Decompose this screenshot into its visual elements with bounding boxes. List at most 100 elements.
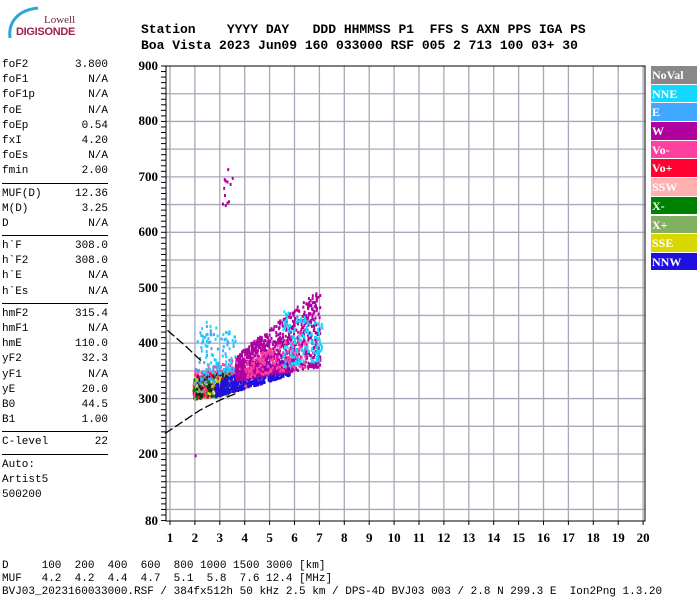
echo-point bbox=[303, 329, 306, 333]
param-name: hmF1 bbox=[2, 323, 29, 335]
echo-point bbox=[205, 355, 208, 359]
echo-point bbox=[231, 359, 234, 363]
y-tick-label: 800 bbox=[138, 113, 159, 129]
echo-point bbox=[249, 380, 252, 384]
echo-point bbox=[308, 301, 311, 305]
echo-point bbox=[259, 364, 262, 367]
echo-point bbox=[286, 355, 289, 359]
echo-point bbox=[279, 376, 282, 380]
param-row: hmE 110.0 bbox=[2, 337, 108, 352]
echo-point bbox=[223, 373, 225, 377]
echo-point bbox=[229, 182, 232, 186]
echo-point bbox=[305, 352, 308, 356]
echo-point bbox=[230, 356, 233, 360]
param-row: foF2 3.800 bbox=[2, 58, 108, 73]
echo-point bbox=[226, 201, 229, 205]
echo-point bbox=[207, 372, 210, 376]
echo-point bbox=[301, 363, 304, 367]
echo-point bbox=[290, 342, 292, 346]
echo-point bbox=[291, 342, 294, 346]
echo-point bbox=[308, 320, 311, 324]
echo-point bbox=[312, 318, 315, 322]
echo-point bbox=[224, 388, 227, 392]
param-value: N/A bbox=[88, 217, 108, 230]
echo-point bbox=[305, 356, 308, 360]
echo-point bbox=[293, 348, 296, 352]
echo-point bbox=[194, 370, 197, 374]
echo-point bbox=[282, 374, 285, 378]
echo-point bbox=[295, 320, 298, 324]
echo-point bbox=[300, 355, 303, 359]
echo-point bbox=[249, 384, 252, 388]
param-value: N/A bbox=[88, 323, 108, 335]
echo-point bbox=[305, 314, 308, 317]
echo-point bbox=[303, 313, 305, 316]
echo-point bbox=[198, 383, 201, 387]
echo-point bbox=[304, 345, 307, 349]
echo-point bbox=[313, 353, 316, 357]
echo-point bbox=[233, 386, 236, 390]
echo-point bbox=[270, 348, 272, 352]
echo-point bbox=[314, 351, 317, 355]
echo-point bbox=[259, 360, 262, 363]
echo-point bbox=[315, 349, 318, 353]
x-tick-label: 10 bbox=[387, 530, 401, 545]
echo-point bbox=[306, 332, 309, 335]
echo-point bbox=[202, 389, 205, 393]
param-name: foF1p bbox=[2, 89, 36, 102]
echo-point bbox=[279, 332, 282, 335]
echo-point bbox=[256, 338, 259, 342]
echo-point bbox=[216, 367, 219, 371]
echo-point bbox=[269, 370, 272, 374]
plot-frame bbox=[165, 65, 646, 522]
echo-point bbox=[228, 384, 231, 387]
echo-point bbox=[301, 331, 304, 335]
echo-point bbox=[213, 358, 216, 362]
echo-point bbox=[298, 341, 301, 345]
echo-point bbox=[253, 354, 256, 358]
echo-point bbox=[319, 306, 322, 310]
echo-point bbox=[308, 336, 311, 340]
echo-point bbox=[261, 338, 263, 342]
echo-point bbox=[242, 387, 245, 391]
echo-point bbox=[279, 335, 282, 339]
echo-point bbox=[256, 380, 259, 384]
echo-point bbox=[227, 362, 230, 366]
echo-point bbox=[266, 340, 269, 344]
echo-point bbox=[230, 360, 232, 363]
echo-point bbox=[298, 345, 301, 349]
echo-point bbox=[220, 365, 222, 369]
echo-point bbox=[199, 390, 202, 394]
echo-point bbox=[216, 392, 219, 395]
echo-point bbox=[204, 344, 207, 348]
echo-point bbox=[252, 346, 255, 350]
param-row: hmF1 N/A bbox=[2, 322, 108, 337]
echo-point bbox=[239, 388, 242, 392]
echo-point bbox=[318, 331, 321, 335]
echo-point bbox=[219, 373, 222, 377]
echo-point bbox=[235, 382, 238, 386]
echo-point bbox=[267, 354, 270, 358]
x-tick-label: 16 bbox=[537, 530, 550, 545]
echo-point bbox=[301, 367, 304, 371]
autoscale-info: Artist5 bbox=[2, 473, 49, 486]
echo-point bbox=[271, 377, 274, 381]
param-value: 32.3 bbox=[81, 353, 108, 366]
echo-point bbox=[284, 334, 287, 338]
echo-point bbox=[303, 342, 306, 346]
echo-point bbox=[284, 351, 287, 354]
echo-point bbox=[280, 359, 283, 363]
echo-point bbox=[262, 373, 265, 376]
digisonde-logo: Lowell DIGISONDE bbox=[4, 6, 75, 40]
echo-point bbox=[273, 362, 276, 366]
echo-point bbox=[239, 371, 242, 375]
echo-point bbox=[237, 388, 240, 392]
echo-point bbox=[267, 356, 270, 360]
echo-point bbox=[254, 352, 257, 356]
param-value: 3.25 bbox=[81, 202, 108, 215]
echo-point bbox=[255, 340, 258, 344]
echo-point bbox=[300, 319, 303, 323]
echo-point bbox=[213, 333, 215, 337]
param-value: 4.20 bbox=[81, 134, 108, 147]
x-tick-label: 9 bbox=[365, 530, 373, 545]
